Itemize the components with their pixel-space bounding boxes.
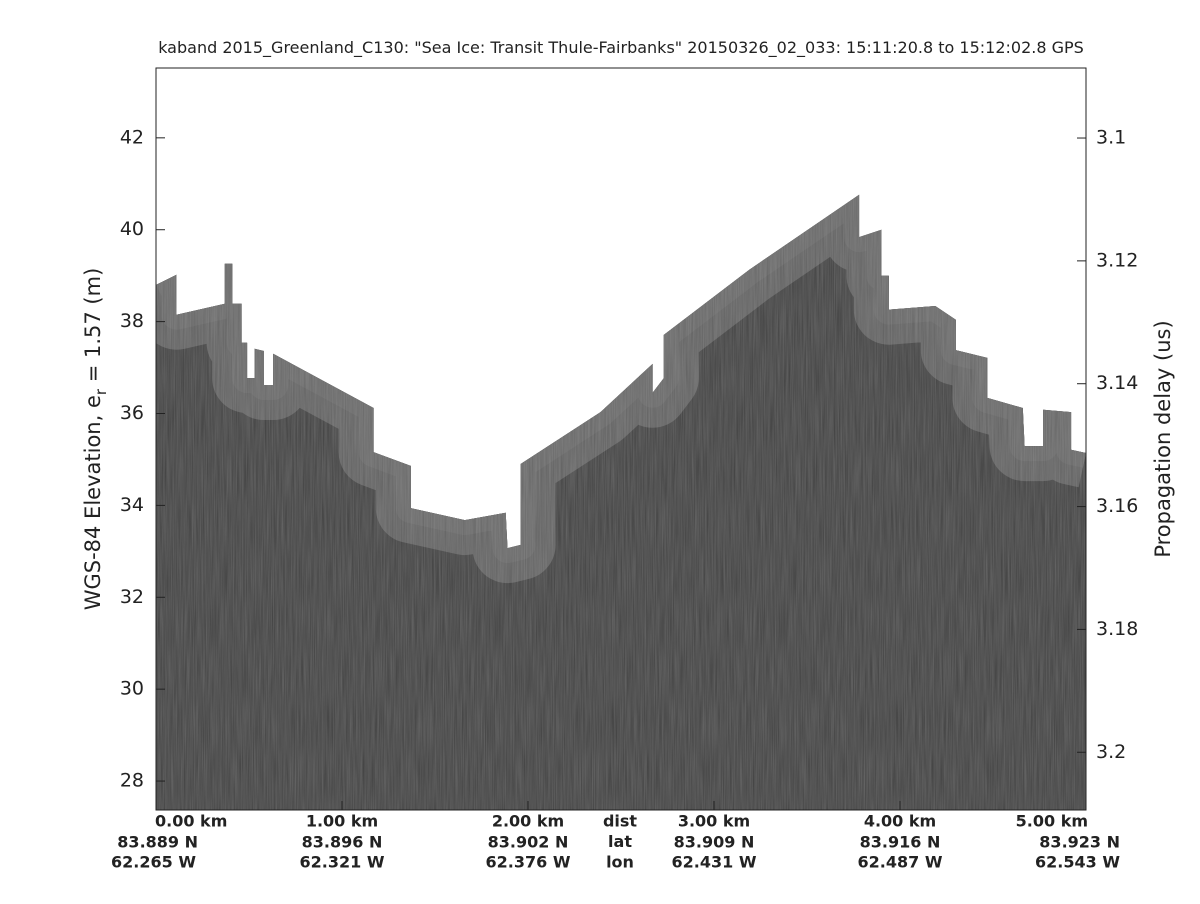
y2-axis-label: Propagation delay (us) <box>1151 320 1175 557</box>
lat-label: 83.896 N <box>302 833 383 852</box>
lat-label: 83.909 N <box>674 833 755 852</box>
x-tick-label: 1.00 km <box>306 812 378 831</box>
speckle <box>156 194 1086 810</box>
y-tick-label: 38 <box>120 310 144 332</box>
lon-label: 62.321 W <box>300 853 385 872</box>
y2-tick-label: 3.18 <box>1096 618 1138 640</box>
y-tick-label: 28 <box>120 770 144 792</box>
y-tick-label: 32 <box>120 586 144 608</box>
y-tick-label: 40 <box>120 218 144 240</box>
y2-tick-label: 3.1 <box>1096 127 1126 149</box>
y-tick-label: 42 <box>120 126 144 148</box>
y-axis-label: WGS-84 Elevation, er = 1.57 (m) <box>81 268 110 611</box>
y-tick-label: 30 <box>120 678 144 700</box>
chart-title: kaband 2015_Greenland_C130: "Sea Ice: Tr… <box>158 38 1084 58</box>
lat-label: 83.889 N <box>117 833 198 852</box>
y-label-sub: r <box>92 388 110 395</box>
lon-label: 62.265 W <box>111 853 196 872</box>
lat-label: 83.916 N <box>860 833 941 852</box>
y-label-text: WGS-84 Elevation, e <box>81 395 105 610</box>
lon-label: 62.376 W <box>486 853 571 872</box>
lon-label: 62.543 W <box>1035 853 1120 872</box>
row-label: dist <box>603 812 637 831</box>
x-tick-label: 5.00 km <box>1016 812 1088 831</box>
echogram <box>156 194 1086 810</box>
plot-frame <box>155 67 1087 811</box>
y-tick-label: 34 <box>120 494 144 516</box>
lat-label: 83.923 N <box>1039 833 1120 852</box>
y-label-rest: = 1.57 (m) <box>81 268 105 389</box>
x-tick-label: 2.00 km <box>492 812 564 831</box>
lon-label: 62.487 W <box>858 853 943 872</box>
x-tick-label: 4.00 km <box>864 812 936 831</box>
row-label: lat <box>608 832 632 851</box>
y-tick-label: 36 <box>120 402 144 424</box>
lat-label: 83.902 N <box>488 833 569 852</box>
x-tick-label: 3.00 km <box>678 812 750 831</box>
y2-tick-label: 3.12 <box>1096 249 1138 271</box>
y2-tick-label: 3.14 <box>1096 372 1138 394</box>
x-tick-label: 0.00 km <box>155 812 227 831</box>
y2-tick-label: 3.16 <box>1096 495 1138 517</box>
row-label: lon <box>606 853 634 872</box>
y2-tick-label: 3.2 <box>1096 741 1126 763</box>
lon-label: 62.431 W <box>672 853 757 872</box>
